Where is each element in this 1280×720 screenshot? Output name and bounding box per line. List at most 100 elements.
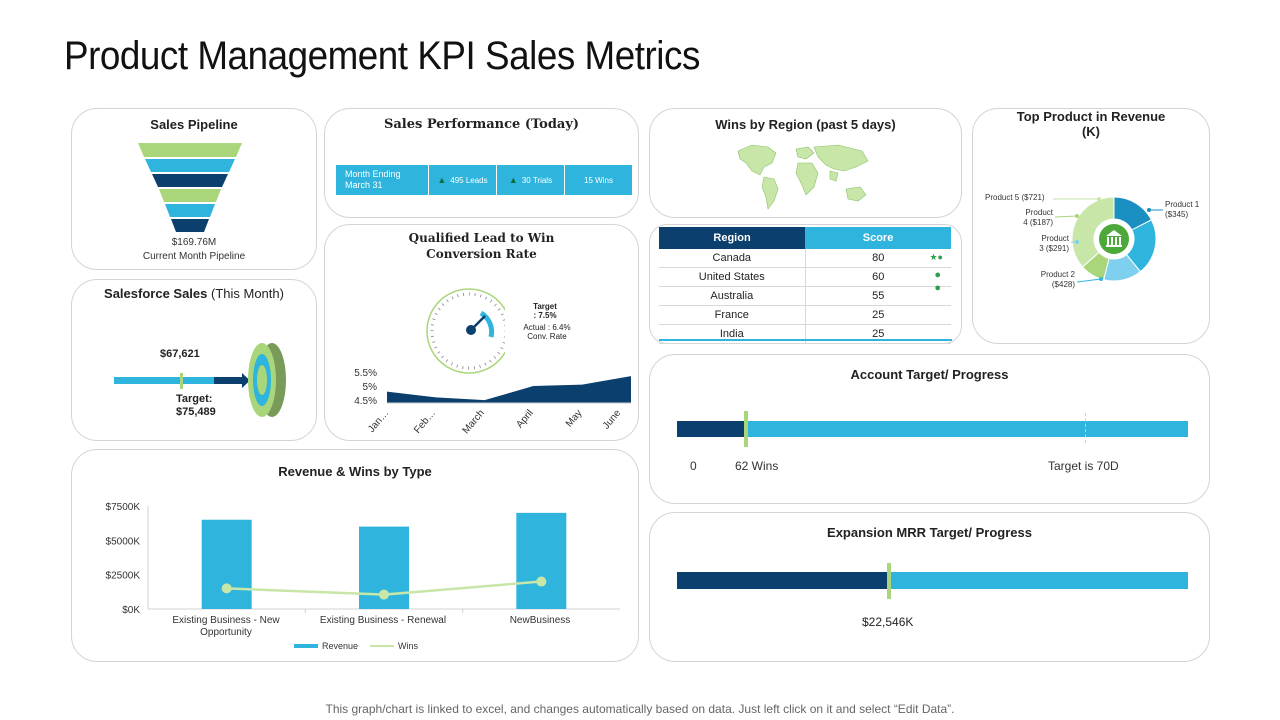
revenue-bar (201, 519, 252, 609)
region-cell: France (659, 305, 806, 325)
category-label-1-line1: Existing Business - New (172, 615, 280, 626)
category-label-2: Existing Business - Renewal (319, 615, 447, 626)
leader-line (1076, 278, 1102, 283)
account-zero-label: 0 (690, 459, 697, 473)
expansion-progress-marker (887, 563, 892, 599)
salesforce-target-label: Target: (176, 393, 213, 405)
salesforce-value: $67,621 (160, 348, 200, 360)
revenue-wins-card: Revenue & Wins by Type $7500K $5000K $2500… (71, 449, 639, 662)
score-cell: 60 ● (804, 267, 951, 287)
x-tick-label: May (564, 408, 585, 430)
sales-performance-card: Sales Performance (Today) Month Ending M… (324, 108, 639, 218)
period-line2: March 31 (345, 180, 383, 190)
top-product-donut (1053, 196, 1163, 283)
trials-cell: ▲ 30 Trials (497, 165, 564, 195)
salesforce-title-rest: (This Month) (207, 286, 284, 301)
score-cell: 55 ● (804, 282, 951, 306)
expansion-progress-fill (677, 572, 890, 589)
account-target-title: Account Target/ Progress (850, 367, 1009, 382)
leader-dot (1075, 240, 1079, 244)
top-product-title-1: Top Product in Revenue (1016, 109, 1166, 124)
table-row: France 25 (659, 305, 951, 325)
pipeline-funnel (138, 143, 242, 232)
category-label-3: NewBusiness (509, 615, 571, 626)
period-line1: Month Ending (345, 169, 401, 179)
score-value: 55 (872, 290, 885, 302)
up-arrow-icon: ▲ (508, 175, 518, 185)
leader-dot (1147, 208, 1151, 212)
revenue-wins-legend: Revenue Wins (294, 641, 418, 651)
x-tick-label: Jan… (366, 408, 391, 435)
top-product-card: Top Product in Revenue (K) Product 1 ($3… (972, 108, 1210, 344)
gauge-actual: Actual : 6.4% Conv. Rate (521, 323, 573, 341)
category-label-1: Existing Business - New Opportunity (156, 615, 296, 639)
product3-label-a: Product (1041, 234, 1069, 243)
product5-label: Product 5 ($721) (985, 193, 1045, 202)
performance-strip: Month Ending March 31 ▲ 495 Leads ▲ 30 T… (336, 165, 632, 195)
page-title: Product Management KPI Sales Metrics (64, 34, 700, 78)
gauge-actual-line2: Conv. Rate (527, 332, 567, 341)
x-tick-label: Feb… (412, 408, 438, 436)
region-cell: Canada (659, 249, 806, 268)
footer-note: This graph/chart is linked to excel, and… (325, 702, 955, 716)
score-cell: 25 (804, 305, 951, 325)
bank-icon-pillar (1111, 237, 1113, 245)
region-table-header: Region Score (659, 227, 951, 249)
gauge-target-line2: : 7.5% (533, 311, 557, 320)
expansion-card: Expansion MRR Target/ Progress $22,546K (649, 512, 1210, 662)
sales-pipeline-title: Sales Pipeline (150, 117, 238, 132)
leads-cell: ▲ 495 Leads (429, 165, 496, 195)
product2-label: Product 2 ($428) (1039, 270, 1075, 290)
top-product-title-2: (K) (1081, 124, 1101, 139)
table-row: Canada 80 ★● (659, 249, 951, 268)
account-progress-marker (743, 411, 748, 447)
pipeline-caption: Current Month Pipeline (142, 251, 246, 262)
table-row: Australia 55 ● (659, 282, 951, 306)
account-progress-fill (677, 421, 746, 437)
table-bottom-rule (659, 339, 952, 341)
leader-dot (1075, 214, 1079, 218)
sales-pipeline-card: Sales Pipeline $169.76M Current Month Pi… (71, 108, 317, 270)
target-dashed-line (1085, 413, 1086, 443)
product1-label-a: Product 1 (1165, 200, 1200, 209)
conversion-area-chart: 5.5% 5% 4.5%Jan… Feb… March April May June (354, 368, 631, 436)
leader-dot (1099, 277, 1103, 281)
conversion-card: Qualified Lead to Win Conversion Rate Ta… (324, 224, 639, 441)
table-row: United States 60 ● (659, 267, 951, 287)
green-dot-icon: ● (934, 282, 941, 294)
salesforce-card: Salesforce Sales (This Month) $67,621 Ta… (71, 279, 317, 441)
product3-label: Product 3 ($291) (1031, 234, 1069, 254)
product1-label: Product 1 ($345) (1165, 200, 1199, 220)
gauge-target-line1: Target (533, 302, 557, 311)
product2-label-b: ($428) (1051, 280, 1075, 289)
conversion-title-1: Qualified Lead to Win (408, 231, 555, 245)
legend-revenue-swatch (294, 644, 318, 648)
revenue-bar (516, 512, 567, 609)
y-tick-label: 4.5% (354, 396, 377, 407)
wins-point (536, 576, 547, 587)
salesforce-title: Salesforce Sales (This Month) (72, 286, 316, 301)
score-value: 60 (872, 271, 885, 283)
wins-point (379, 589, 389, 600)
bank-icon-pillar (1119, 237, 1121, 245)
region-cell: Australia (659, 286, 806, 306)
wins-region-card: Wins by Region (past 5 days) (649, 108, 962, 218)
score-value: 80 (872, 252, 885, 264)
legend-wins-label: Wins (398, 641, 419, 651)
salesforce-target-value: $75,489 (176, 406, 216, 418)
product4-label-a: Product (1025, 208, 1053, 217)
expansion-title: Expansion MRR Target/ Progress (827, 525, 1032, 540)
pipeline-value: $169.76M (171, 237, 217, 248)
account-target-label: Target is 70D (1048, 459, 1119, 473)
score-cell: 80 ★● (804, 249, 951, 268)
world-map-icon (737, 144, 869, 210)
product3-label-b: 3 ($291) (1039, 244, 1069, 253)
bank-icon (1099, 224, 1129, 254)
legend-revenue-label: Revenue (322, 641, 359, 651)
product4-label-b: 4 ($187) (1023, 218, 1053, 227)
legend-wins-swatch (370, 645, 395, 647)
target-graphic (114, 343, 286, 417)
x-tick-label: June (601, 408, 624, 432)
gauge-target: Target : 7.5% (530, 302, 560, 320)
y-tick-label: 5% (363, 382, 378, 393)
